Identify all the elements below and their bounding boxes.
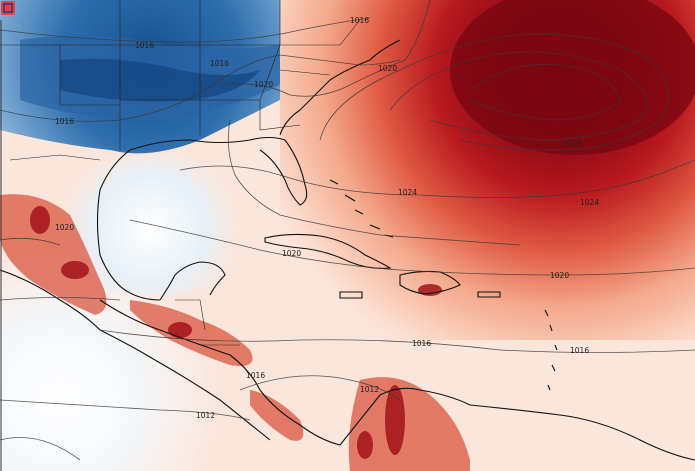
isobar-label: 1020 bbox=[55, 223, 74, 232]
jamaica bbox=[339, 291, 363, 299]
political-borders bbox=[0, 0, 361, 346]
isobar-label: 1020 bbox=[254, 80, 273, 89]
florida-peninsula bbox=[249, 136, 308, 206]
mexico-pacific-coast bbox=[0, 269, 271, 441]
cold-anomaly-deepest bbox=[60, 58, 260, 102]
south-america-coast bbox=[339, 387, 695, 461]
isobar-label: 1028 bbox=[562, 139, 581, 148]
terrain-warm-patches bbox=[0, 194, 470, 471]
isobar-label: 1024 bbox=[398, 188, 417, 197]
lesser-antilles bbox=[544, 309, 558, 391]
us-east-coast bbox=[279, 39, 401, 136]
cuba bbox=[264, 233, 392, 269]
bahamas bbox=[329, 179, 394, 238]
isobar-label: 1016 bbox=[55, 117, 74, 126]
isobar-label: 1024 bbox=[580, 198, 599, 207]
central-america-coast bbox=[99, 299, 341, 446]
isobar-label: 1016 bbox=[210, 59, 229, 68]
isobar-label: 1016 bbox=[350, 16, 369, 25]
isobar-label: 1016 bbox=[570, 346, 589, 355]
coastlines bbox=[0, 39, 695, 461]
isobar-label: 1020 bbox=[550, 271, 569, 280]
isobar-label: 1016 bbox=[246, 371, 265, 380]
isobar-label: 1020 bbox=[378, 64, 397, 73]
terrain-hot-patches bbox=[30, 206, 442, 459]
isobar-label: 1012 bbox=[360, 385, 379, 394]
isobar-label: 1020 bbox=[282, 249, 301, 258]
gulf-coast bbox=[96, 139, 251, 301]
logo-mark-icon bbox=[1, 1, 15, 15]
warm-anomaly-core bbox=[450, 0, 695, 155]
isobar-lines bbox=[0, 0, 695, 461]
isobar-label: 1016 bbox=[135, 41, 154, 50]
isobar-label: 1016 bbox=[412, 339, 431, 348]
isobar-labels: 1016 1016 1016 1020 1020 1016 1028 1024 … bbox=[55, 16, 599, 420]
puerto-rico bbox=[477, 291, 501, 298]
yucatan-coast bbox=[159, 261, 226, 301]
isobar-label: 1012 bbox=[196, 411, 215, 420]
